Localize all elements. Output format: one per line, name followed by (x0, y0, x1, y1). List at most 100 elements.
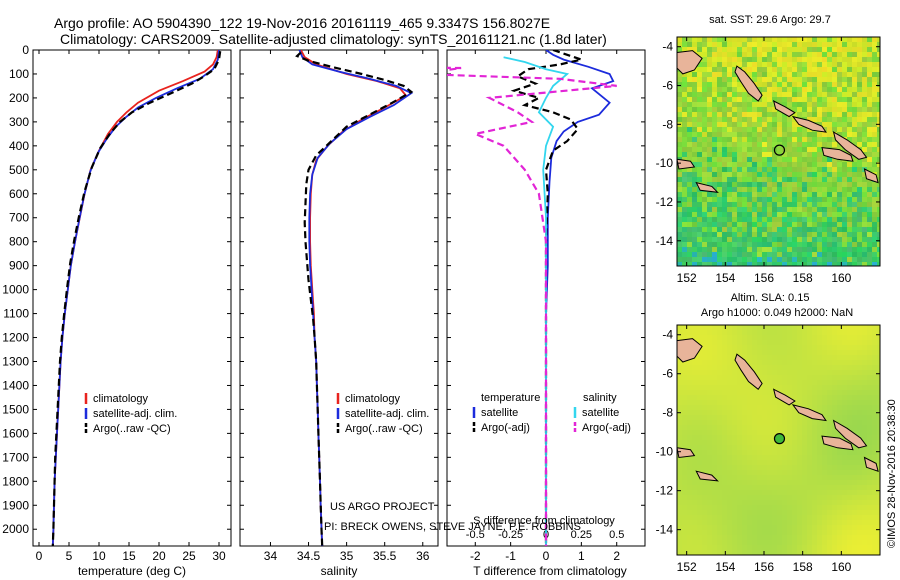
sst-cell (857, 57, 862, 62)
sst-cell (857, 132, 862, 137)
sst-cell (877, 232, 880, 237)
sla-cell (837, 340, 842, 345)
sla-cell (712, 545, 717, 550)
sst-cell (857, 197, 862, 202)
sla-cell (862, 485, 867, 490)
sla-cell (692, 455, 697, 460)
sla-cell (812, 435, 817, 440)
sla-cell (747, 430, 752, 435)
sst-cell (802, 77, 807, 82)
sla-cell (767, 545, 772, 550)
sst-cell (692, 237, 697, 242)
sst-cell (822, 162, 827, 167)
sst-cell (687, 177, 692, 182)
sla-cell (742, 510, 747, 515)
sst-cell (702, 257, 707, 262)
sla-cell (687, 530, 692, 535)
sla-cell (727, 515, 732, 520)
sst-cell (832, 52, 837, 57)
sst-cell (862, 192, 867, 197)
sla-cell (737, 385, 742, 390)
sst-cell (732, 47, 737, 52)
sla-cell (817, 495, 822, 500)
sst-cell (767, 117, 772, 122)
sst-cell (837, 112, 842, 117)
sst-cell (727, 117, 732, 122)
sst-cell (867, 197, 872, 202)
sla-cell (807, 385, 812, 390)
sst-cell (782, 132, 787, 137)
sla-cell (737, 480, 742, 485)
sla-cell (742, 450, 747, 455)
sla-cell (747, 465, 752, 470)
sst-cell (822, 172, 827, 177)
sla-cell (697, 355, 702, 360)
sst-cell (772, 167, 777, 172)
sst-cell (852, 187, 857, 192)
sla-cell (742, 535, 747, 540)
sla-cell (852, 515, 857, 520)
sst-cell (692, 162, 697, 167)
island-shape (695, 181, 719, 193)
sst-cell (812, 237, 817, 242)
sst-cell (762, 72, 767, 77)
sla-cell (742, 525, 747, 530)
sst-cell (802, 227, 807, 232)
sla-cell (727, 475, 732, 480)
sst-cell (807, 192, 812, 197)
sla-cell (857, 330, 862, 335)
sst-cell (827, 212, 832, 217)
sst-cell (762, 242, 767, 247)
sst-cell (717, 197, 722, 202)
sla-cell (862, 500, 867, 505)
sla-cell (862, 550, 867, 555)
sla-cell (837, 365, 842, 370)
sla-cell (772, 515, 777, 520)
difference-panel: -2 -1 0 1 2-0.5 -0.25 0 0.25 0.5 S difference fr… (446, 49, 646, 578)
sla-cell (822, 455, 827, 460)
sst-cell (702, 67, 707, 72)
sst-cell (747, 72, 752, 77)
sla-cell (837, 385, 842, 390)
sla-cell (762, 480, 767, 485)
sst-cell (812, 222, 817, 227)
sst-cell (767, 37, 772, 42)
sla-cell (767, 335, 772, 340)
sst-cell (707, 197, 712, 202)
sla-cell (847, 355, 852, 360)
sst-cell (792, 207, 797, 212)
sst-cell (712, 102, 717, 107)
sla-cell (797, 355, 802, 360)
sla-cell (812, 520, 817, 525)
sst-cell (687, 252, 692, 257)
sla-cell (842, 465, 847, 470)
sla-cell (687, 500, 692, 505)
sst-cell (682, 147, 687, 152)
sla-cell (757, 500, 762, 505)
sst-cell (707, 237, 712, 242)
sst-map-title: sat. SST: 29.6 Argo: 29.7 (709, 14, 831, 26)
sla-cell (677, 500, 682, 505)
sla-cell (877, 470, 880, 475)
sla-cell (777, 450, 782, 455)
sla-cell (782, 390, 787, 395)
sla-cell (792, 420, 797, 425)
sst-cell (862, 257, 867, 262)
sst-cell (697, 122, 702, 127)
sst-cell (677, 77, 682, 82)
sst-cell (802, 247, 807, 252)
sst-cell (797, 202, 802, 207)
sla-cell (822, 420, 827, 425)
sla-cell (772, 470, 777, 475)
sst-cell (767, 182, 772, 187)
sla-cell (732, 415, 737, 420)
sst-cell (867, 222, 872, 227)
sst-cell (747, 147, 752, 152)
sla-cell (807, 445, 812, 450)
sla-cell (862, 325, 867, 330)
sla-cell (687, 330, 692, 335)
sla-cell (777, 400, 782, 405)
sst-cell (842, 127, 847, 132)
sst-cell (817, 192, 822, 197)
sst-cell (817, 202, 822, 207)
